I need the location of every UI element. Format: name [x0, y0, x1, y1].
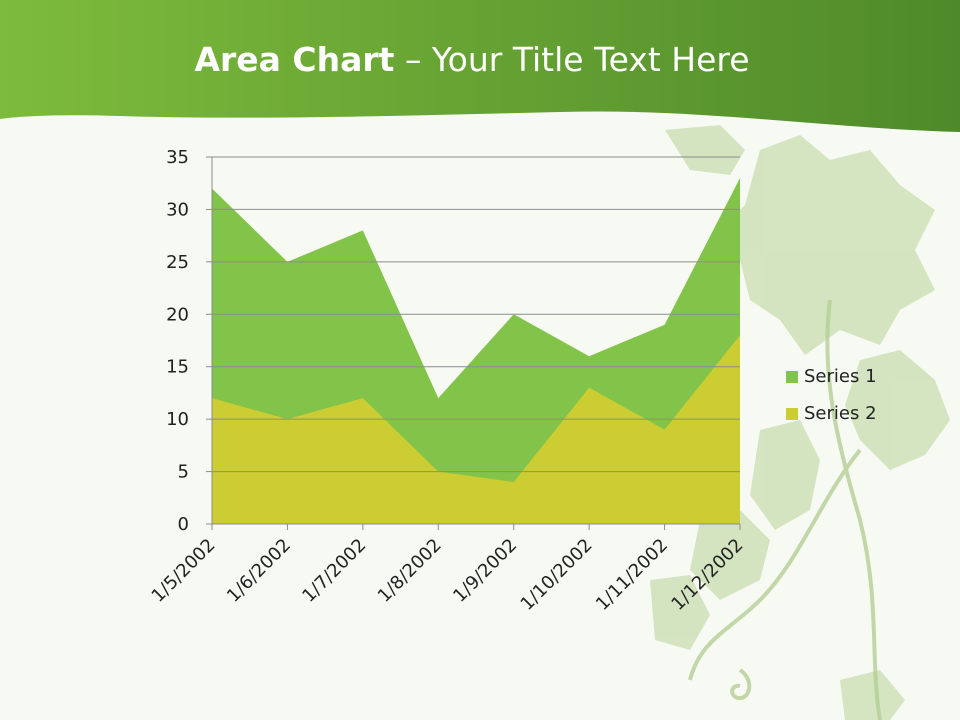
y-tick-label: 30 [166, 199, 189, 220]
x-tick-label: 1/5/2002 [148, 535, 220, 607]
y-tick-label: 20 [166, 304, 189, 325]
x-tick-label: 1/7/2002 [298, 535, 370, 607]
x-tick-label: 1/10/2002 [517, 535, 597, 615]
grape-leaf-decoration [650, 125, 950, 720]
x-tick-labels: 1/5/2002 1/6/2002 1/7/2002 1/8/2002 1/9/2002… [148, 535, 748, 615]
y-tick-label: 25 [166, 252, 189, 273]
legend-label: Series 1 [804, 366, 877, 387]
slide-title: Area Chart – Your Title Text Here [0, 40, 944, 79]
legend-swatch [786, 370, 798, 383]
x-tick-label: 1/6/2002 [223, 535, 295, 607]
y-tick-label: 0 [178, 514, 189, 535]
legend-swatch [786, 407, 798, 420]
legend-label: Series 2 [804, 403, 877, 424]
gridlines [212, 156, 740, 473]
legend-item-series-2: Series 2 [786, 395, 877, 432]
vine-stem-decoration [688, 299, 882, 720]
y-tick-label: 15 [166, 357, 189, 378]
chart-legend: Series 1 Series 2 [786, 358, 877, 432]
legend-item-series-1: Series 1 [786, 358, 877, 395]
title-rest-part: – Your Title Text Here [394, 40, 750, 79]
area-series-2 [212, 335, 740, 524]
x-tick-label: 1/8/2002 [374, 535, 446, 607]
title-bold-part: Area Chart [194, 40, 395, 79]
plot-areas [212, 177, 740, 524]
x-tick-label: 1/12/2002 [667, 535, 747, 615]
y-tick-label: 5 [178, 462, 189, 483]
x-tick-label: 1/9/2002 [449, 535, 521, 607]
header-band [0, 0, 960, 132]
x-tick-label: 1/11/2002 [592, 535, 672, 615]
y-tick-labels: 0 5 10 15 20 25 30 35 [166, 147, 189, 535]
axes [206, 156, 741, 530]
y-tick-label: 35 [166, 147, 189, 168]
y-tick-label: 10 [166, 409, 189, 430]
